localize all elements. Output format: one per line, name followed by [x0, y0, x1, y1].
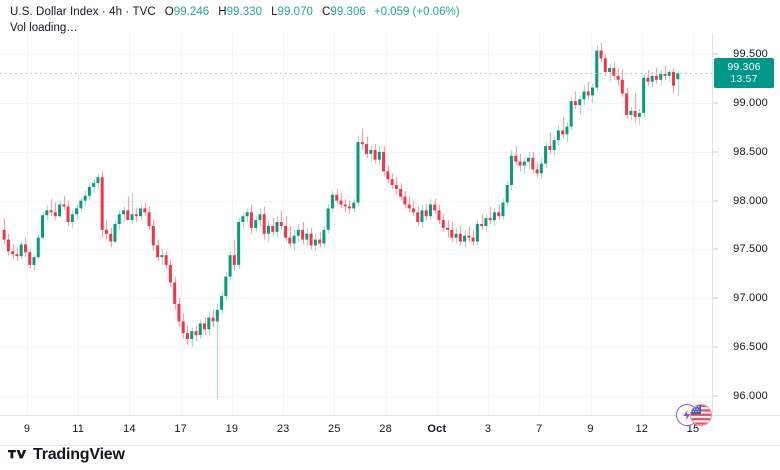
brand-name: TradingView — [33, 446, 125, 463]
tradingview-logo-icon — [8, 450, 27, 459]
time-axis-tick: 14 — [123, 423, 136, 435]
ohlc-open-label: O — [164, 6, 174, 18]
price-axis-tick: 99.500 — [733, 48, 768, 61]
ohlc-low: L99.070 — [271, 5, 313, 19]
ohlc-close-label: C — [322, 6, 331, 18]
time-axis-tick: 25 — [328, 423, 341, 435]
price-tick-dash — [712, 248, 718, 250]
ohlc-close: C99.306 — [322, 5, 366, 19]
chart-badges — [676, 404, 720, 428]
price-axis-tick: 99.000 — [733, 97, 768, 110]
price-tick-dash — [712, 346, 718, 348]
price-tick-dash — [712, 297, 718, 299]
symbol-title[interactable]: U.S. Dollar Index · 4h · TVC — [10, 6, 156, 18]
current-price-badge[interactable]: 99.306 13:57 — [714, 58, 774, 89]
time-axis-tick: Oct — [427, 423, 447, 435]
lightning-icon — [683, 410, 691, 420]
price-axis-tick: 97.500 — [733, 243, 768, 256]
ohlc-open-value: 99.246 — [173, 6, 210, 18]
chart-plot-area[interactable] — [0, 33, 712, 415]
price-axis-tick: 96.000 — [733, 389, 768, 402]
current-price-time: 13:57 — [730, 73, 758, 86]
time-axis-tick: 17 — [174, 423, 188, 435]
time-axis-tick: 9 — [23, 423, 31, 435]
price-axis-tick: 98.000 — [733, 194, 768, 207]
price-tick-dash — [712, 151, 718, 153]
ohlc-high: H99.330 — [218, 5, 262, 19]
ohlc-high-label: H — [218, 6, 227, 18]
ohlc-high-value: 99.330 — [226, 6, 263, 18]
time-axis-tick: 28 — [379, 423, 392, 435]
ohlc-low-value: 99.070 — [277, 6, 314, 18]
price-tick-dash — [712, 200, 718, 202]
time-axis-tick: 15 — [686, 423, 700, 435]
time-axis-tick: 19 — [225, 423, 239, 435]
price-tick-dash — [712, 395, 718, 396]
change-value: +0.059 (+0.06%) — [373, 6, 460, 18]
time-axis[interactable]: 9 11 14 17 19 23 25 28 Oct 3 7 9 12 15 — [0, 415, 780, 443]
price-axis-tick: 97.000 — [733, 292, 768, 305]
price-axis-tick: 98.500 — [733, 145, 768, 158]
time-axis-tick: 23 — [276, 423, 290, 435]
candlestick-plot — [0, 33, 712, 415]
ohlc-close-value: 99.306 — [330, 6, 366, 18]
price-axis-tick: 96.500 — [733, 340, 768, 353]
current-price-value: 99.306 — [727, 61, 761, 74]
price-axis[interactable]: 99.500 99.000 98.500 98.000 97.500 97.000 96.5… — [712, 33, 780, 415]
volume-status: Vol loading… — [10, 22, 78, 34]
time-axis-tick: 12 — [635, 423, 649, 435]
price-tick-dash — [712, 102, 718, 104]
time-axis-tick: 9 — [587, 423, 594, 435]
us-flag-icon — [691, 405, 711, 425]
ohlc-low-label: L — [271, 6, 278, 18]
time-axis-divider — [0, 415, 780, 416]
us-flag-badge[interactable] — [690, 404, 712, 426]
footer-brand[interactable]: TradingView — [8, 446, 125, 464]
time-axis-tick: 11 — [72, 423, 85, 435]
price-axis-divider — [712, 33, 713, 415]
price-tick-dash — [712, 53, 718, 55]
time-axis-tick: 7 — [536, 423, 543, 435]
chart-legend: U.S. Dollar Index · 4h · TVC O99.246 H99… — [10, 5, 460, 35]
legend-primary-row: U.S. Dollar Index · 4h · TVC O99.246 H99… — [10, 5, 460, 19]
ohlc-open: O99.246 — [165, 5, 209, 19]
time-axis-tick: 3 — [484, 423, 492, 435]
footer-divider — [0, 445, 780, 446]
